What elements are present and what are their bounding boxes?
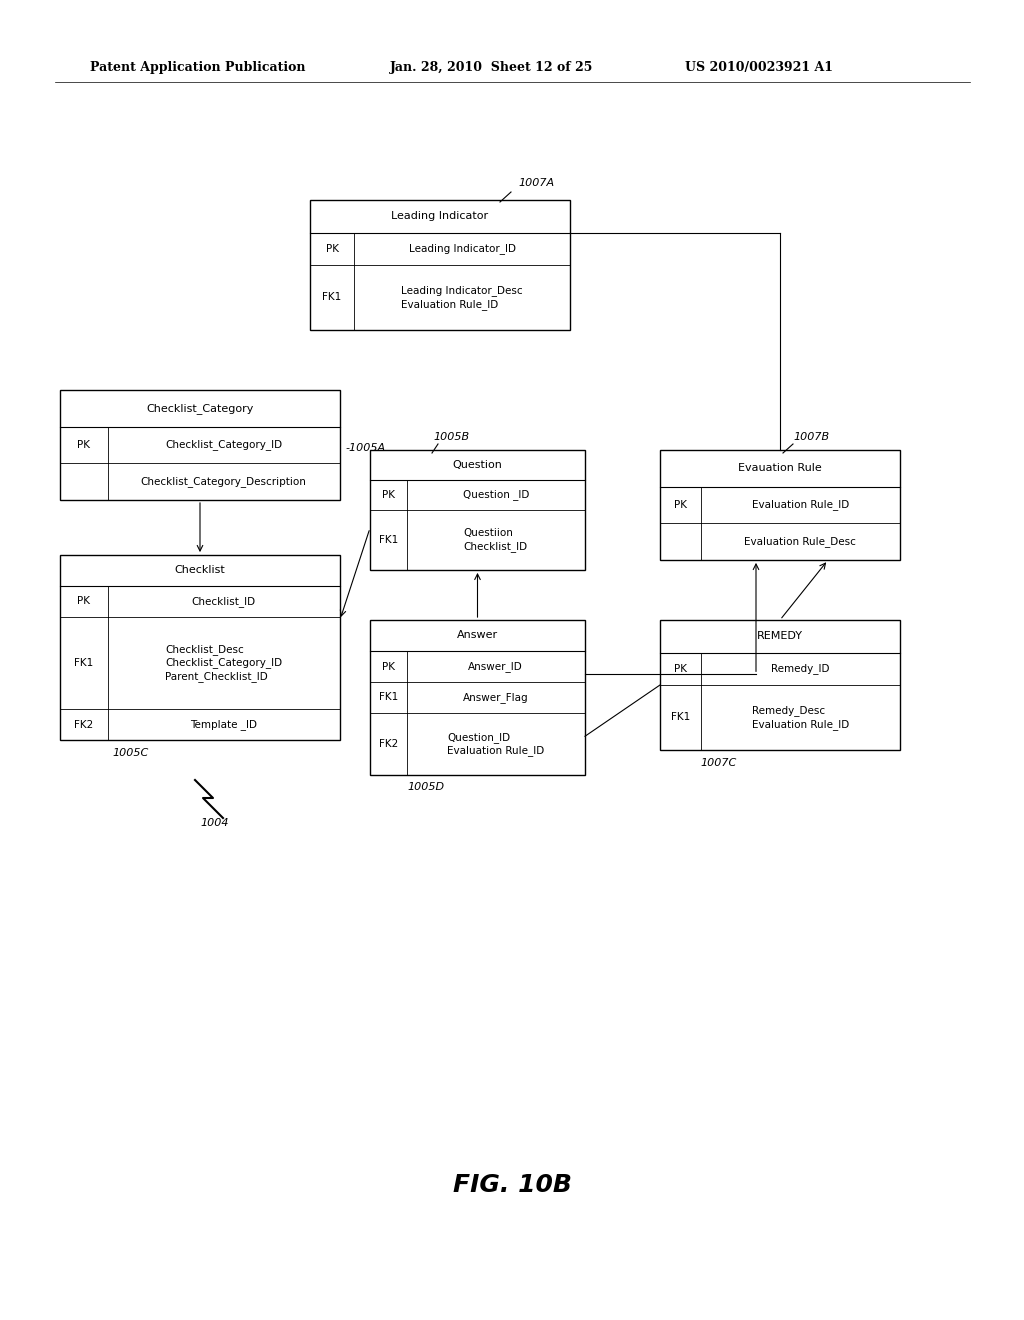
Text: Evaluation Rule_Desc: Evaluation Rule_Desc xyxy=(744,536,856,546)
Text: FK1: FK1 xyxy=(379,693,398,702)
Text: Checklist_Category_ID: Checklist_Category_ID xyxy=(165,440,283,450)
Text: PK: PK xyxy=(77,440,90,450)
Bar xyxy=(370,620,585,775)
Text: 1007A: 1007A xyxy=(518,178,554,187)
Text: Evaluation Rule_ID: Evaluation Rule_ID xyxy=(752,499,849,511)
Text: Template _ID: Template _ID xyxy=(190,719,257,730)
Text: Answer_ID: Answer_ID xyxy=(468,661,523,672)
Bar xyxy=(660,620,900,750)
Bar xyxy=(60,554,340,741)
Text: Evauation Rule: Evauation Rule xyxy=(738,463,822,474)
Text: Jan. 28, 2010  Sheet 12 of 25: Jan. 28, 2010 Sheet 12 of 25 xyxy=(390,62,593,74)
Text: Question: Question xyxy=(453,459,503,470)
Text: Checklist_ID: Checklist_ID xyxy=(191,595,256,607)
Text: Remedy_ID: Remedy_ID xyxy=(771,663,829,675)
Text: PK: PK xyxy=(674,500,687,510)
Text: FK1: FK1 xyxy=(671,713,690,722)
Text: Checklist_Category_Description: Checklist_Category_Description xyxy=(141,477,307,487)
Text: Leading Indicator_ID: Leading Indicator_ID xyxy=(409,243,516,255)
Text: Patent Application Publication: Patent Application Publication xyxy=(90,62,305,74)
Text: Answer_Flag: Answer_Flag xyxy=(463,692,528,704)
Text: 1005D: 1005D xyxy=(407,781,444,792)
Bar xyxy=(660,450,900,560)
Text: FIG. 10B: FIG. 10B xyxy=(453,1173,571,1197)
Text: Question _ID: Question _ID xyxy=(463,490,529,500)
Text: Checklist: Checklist xyxy=(175,565,225,576)
Text: FK1: FK1 xyxy=(323,293,342,302)
Text: REMEDY: REMEDY xyxy=(757,631,803,642)
Text: Answer: Answer xyxy=(457,631,498,640)
Text: FK2: FK2 xyxy=(74,719,93,730)
Text: 1007B: 1007B xyxy=(793,432,829,442)
Text: 1005B: 1005B xyxy=(433,432,469,442)
Text: -1005A: -1005A xyxy=(345,444,385,453)
Text: Question_ID
Evaluation Rule_ID: Question_ID Evaluation Rule_ID xyxy=(447,731,545,756)
Text: Checklist_Category: Checklist_Category xyxy=(146,403,254,413)
Text: PK: PK xyxy=(382,490,395,500)
Text: 1005C: 1005C xyxy=(112,748,148,758)
Text: Questiion
Checklist_ID: Questiion Checklist_ID xyxy=(464,528,527,552)
Text: Remedy_Desc
Evaluation Rule_ID: Remedy_Desc Evaluation Rule_ID xyxy=(752,705,849,730)
Text: Checklist_Desc
Checklist_Category_ID
Parent_Checklist_ID: Checklist_Desc Checklist_Category_ID Par… xyxy=(165,644,283,681)
Bar xyxy=(370,450,585,570)
Text: FK1: FK1 xyxy=(74,657,93,668)
Text: FK2: FK2 xyxy=(379,739,398,748)
Text: 1004: 1004 xyxy=(201,818,229,828)
Text: PK: PK xyxy=(326,244,339,253)
Text: PK: PK xyxy=(382,661,395,672)
Text: 1007C: 1007C xyxy=(700,758,736,768)
Text: Leading Indicator: Leading Indicator xyxy=(391,211,488,222)
Text: PK: PK xyxy=(77,597,90,606)
Text: Leading Indicator_Desc
Evaluation Rule_ID: Leading Indicator_Desc Evaluation Rule_I… xyxy=(401,285,523,310)
Text: FK1: FK1 xyxy=(379,535,398,545)
Bar xyxy=(60,389,340,500)
Bar xyxy=(310,201,570,330)
Text: PK: PK xyxy=(674,664,687,673)
Text: US 2010/0023921 A1: US 2010/0023921 A1 xyxy=(685,62,833,74)
